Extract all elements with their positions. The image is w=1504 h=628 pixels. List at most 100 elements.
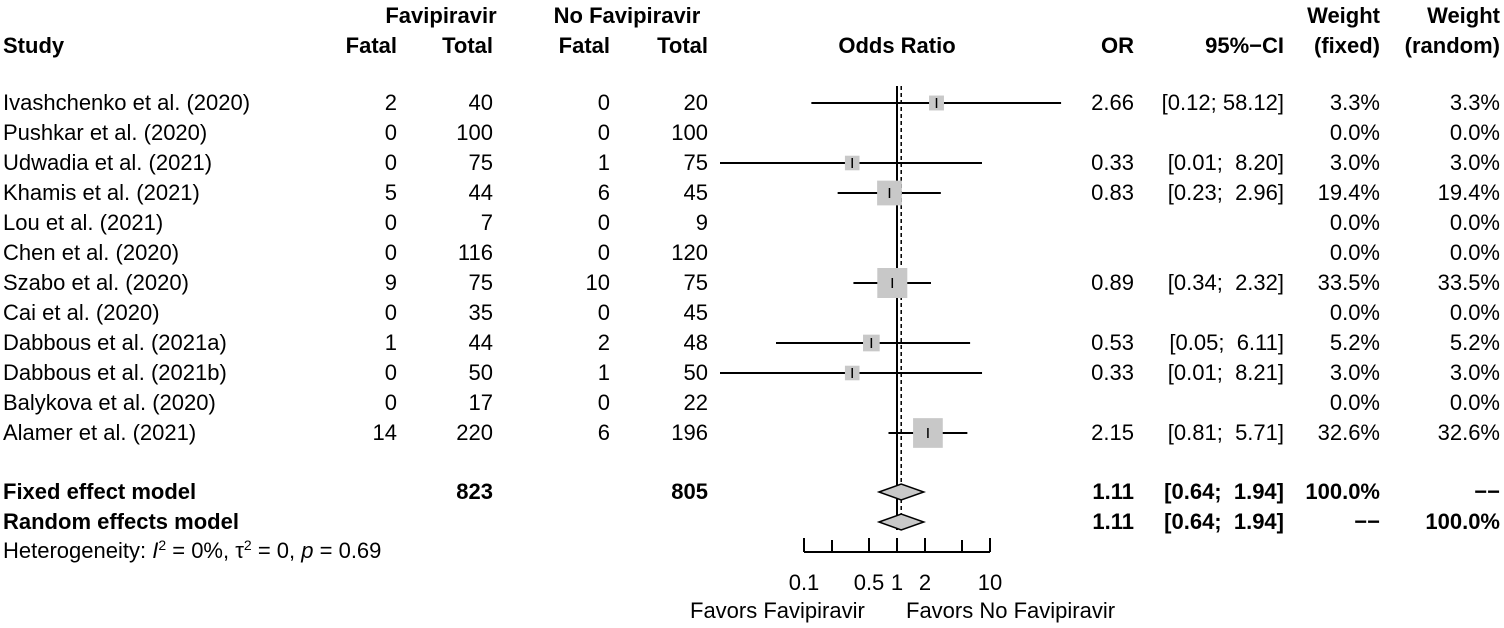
or-cell: 2.66 [1091, 90, 1134, 115]
weight-fixed-cell: 19.4% [1317, 180, 1380, 205]
random-ci: [0.64; 1.94] [1164, 509, 1284, 534]
weight-random-cell: 0.0% [1449, 300, 1500, 325]
fatal1-header: Fatal [345, 33, 397, 58]
study-name: Cai et al. (2020) [3, 300, 160, 325]
weight-random-cell: 0.0% [1449, 120, 1500, 145]
group2-header: No Favipiravir [553, 3, 701, 28]
total2-cell: 75 [683, 150, 708, 175]
axis-tick-label: 0.5 [854, 570, 885, 595]
weight-fixed-cell: 3.3% [1329, 90, 1380, 115]
weight-random-cell: 3.3% [1449, 90, 1500, 115]
fatal1-cell: 0 [384, 360, 397, 385]
axis-tick-label: 10 [978, 570, 1002, 595]
total1-cell: 75 [468, 150, 493, 175]
total2-cell: 20 [683, 90, 708, 115]
study-name: Pushkar et al. (2020) [3, 120, 208, 145]
weight-fixed-cell: 0.0% [1329, 120, 1380, 145]
ci-cell: [0.23; 2.96] [1167, 180, 1284, 205]
fatal2-cell: 6 [597, 420, 610, 445]
fixed-total1: 823 [456, 479, 493, 504]
total1-header: Total [442, 33, 493, 58]
total2-cell: 50 [683, 360, 708, 385]
total1-cell: 116 [457, 240, 493, 265]
group1-header: Favipiravir [385, 3, 497, 28]
or-cell: 0.33 [1091, 360, 1134, 385]
total1-cell: 40 [468, 90, 493, 115]
fixed-total2: 805 [671, 479, 708, 504]
weight-random-cell: 33.5% [1437, 270, 1500, 295]
fixed-ci: [0.64; 1.94] [1164, 479, 1284, 504]
ci-cell: [0.01; 8.21] [1167, 360, 1284, 385]
total1-cell: 17 [468, 390, 493, 415]
favors-right-label: Favors No Favipiravir [906, 598, 1116, 623]
total2-header: Total [657, 33, 708, 58]
ci-header: 95%−CI [1205, 33, 1284, 58]
weight-random-cell: 5.2% [1449, 330, 1500, 355]
weight-fixed-cell: 32.6% [1317, 420, 1380, 445]
fatal1-cell: 0 [384, 120, 397, 145]
fatal2-cell: 0 [597, 390, 610, 415]
fatal1-cell: 2 [384, 90, 397, 115]
study-name: Dabbous et al. (2021b) [3, 360, 227, 385]
total1-cell: 44 [468, 180, 493, 205]
fixed-weight-random: −− [1474, 479, 1500, 504]
weight-random-cell: 0.0% [1449, 240, 1500, 265]
total1-cell: 75 [468, 270, 493, 295]
fatal1-cell: 0 [384, 240, 397, 265]
fatal1-cell: 14 [372, 420, 397, 445]
fatal2-cell: 2 [597, 330, 610, 355]
total2-cell: 45 [683, 180, 708, 205]
total2-cell: 22 [683, 390, 708, 415]
weight-fixed-subheader: (fixed) [1314, 33, 1380, 58]
random-diamond [876, 513, 927, 531]
fatal2-header: Fatal [558, 33, 610, 58]
weight-fixed-cell: 3.0% [1329, 150, 1380, 175]
weight-fixed-header: Weight [1307, 3, 1380, 28]
study-name: Khamis et al. (2021) [3, 180, 200, 205]
fatal1-cell: 9 [384, 270, 397, 295]
weight-fixed-cell: 0.0% [1329, 210, 1380, 235]
heterogeneity-text: Heterogeneity: I2 = 0%, τ2 = 0, p = 0.69 [3, 537, 382, 563]
total2-cell: 9 [695, 210, 708, 235]
fatal1-cell: 0 [384, 300, 397, 325]
total1-cell: 35 [468, 300, 493, 325]
total2-cell: 45 [683, 300, 708, 325]
weight-random-cell: 0.0% [1449, 390, 1500, 415]
weight-random-cell: 19.4% [1437, 180, 1500, 205]
or-cell: 2.15 [1091, 420, 1134, 445]
random-model-label: Random effects model [3, 509, 239, 534]
fatal2-cell: 0 [597, 300, 610, 325]
study-name: Balykova et al. (2020) [3, 390, 216, 415]
or-cell: 0.53 [1091, 330, 1134, 355]
axis-tick-label: 0.1 [789, 570, 820, 595]
total1-cell: 100 [456, 120, 493, 145]
weight-fixed-cell: 33.5% [1317, 270, 1380, 295]
ci-cell: [0.05; 6.11] [1169, 330, 1284, 355]
fixed-weight-fixed: 100.0% [1305, 479, 1380, 504]
fatal1-cell: 5 [384, 180, 397, 205]
weight-fixed-cell: 0.0% [1329, 390, 1380, 415]
weight-random-subheader: (random) [1404, 33, 1500, 58]
total2-cell: 48 [683, 330, 708, 355]
random-weight-fixed: −− [1354, 509, 1380, 534]
weight-fixed-cell: 3.0% [1329, 360, 1380, 385]
total2-cell: 120 [671, 240, 708, 265]
study-name: Chen et al. (2020) [3, 240, 180, 265]
favors-left-label: Favors Favipiravir [690, 598, 865, 623]
study-name: Dabbous et al. (2021a) [3, 330, 227, 355]
total1-cell: 44 [468, 330, 493, 355]
ci-cell: [0.01; 8.20] [1167, 150, 1284, 175]
fatal1-cell: 0 [384, 390, 397, 415]
study-name: Udwadia et al. (2021) [3, 150, 213, 175]
study-name: Ivashchenko et al. (2020) [3, 90, 251, 115]
fixed-diamond [876, 483, 927, 501]
fatal2-cell: 0 [597, 240, 610, 265]
fatal1-cell: 0 [384, 150, 397, 175]
total1-cell: 50 [468, 360, 493, 385]
weight-fixed-cell: 0.0% [1329, 300, 1380, 325]
fatal1-cell: 0 [384, 210, 397, 235]
fatal1-cell: 1 [384, 330, 397, 355]
or-cell: 0.33 [1091, 150, 1134, 175]
or-header: OR [1101, 33, 1134, 58]
